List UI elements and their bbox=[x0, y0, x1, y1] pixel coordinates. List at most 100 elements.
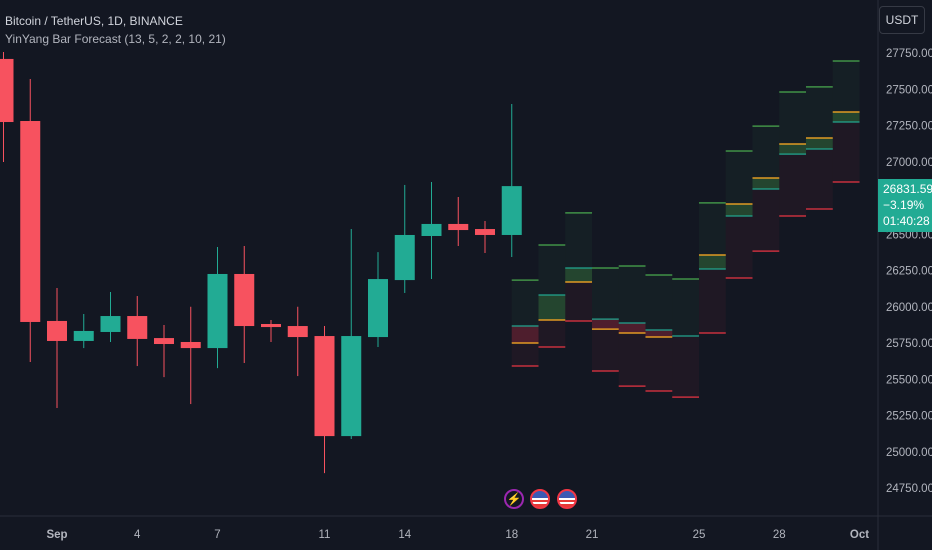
forecast-upper-range bbox=[645, 274, 673, 330]
forecast-bar bbox=[672, 278, 700, 398]
time-tick-label: 25 bbox=[693, 529, 706, 541]
forecast-bar bbox=[779, 91, 807, 217]
candle-body bbox=[448, 223, 469, 231]
forecast-bar bbox=[752, 125, 780, 252]
forecast-bar bbox=[832, 60, 860, 183]
forecast-bar bbox=[511, 279, 539, 367]
price-tick-label: 25250.00 bbox=[886, 411, 932, 423]
candle bbox=[448, 196, 469, 246]
price-tick-label: 25000.00 bbox=[886, 447, 932, 459]
plot-area[interactable] bbox=[0, 51, 860, 474]
symbol-title[interactable]: Bitcoin / TetherUS, 1D, BINANCE bbox=[5, 14, 183, 28]
forecast-upper-range bbox=[725, 151, 753, 204]
forecast-body bbox=[832, 112, 860, 123]
candle-body bbox=[207, 273, 228, 349]
candle-body bbox=[100, 316, 121, 332]
forecast-body bbox=[511, 326, 539, 343]
us-flag-icon[interactable] bbox=[530, 489, 550, 509]
time-tick-label: Sep bbox=[46, 529, 67, 541]
price-change: −3.19% bbox=[883, 198, 925, 212]
candle bbox=[475, 221, 495, 253]
candle bbox=[261, 319, 281, 342]
last-price: 26831.59 bbox=[883, 182, 932, 196]
candle-body bbox=[314, 336, 335, 437]
candle bbox=[0, 51, 14, 163]
price-tick-label: 26250.00 bbox=[886, 266, 932, 278]
lightning-icon[interactable]: ⚡ bbox=[504, 489, 524, 509]
price-tick-label: 26000.00 bbox=[886, 302, 932, 314]
forecast-upper-range bbox=[672, 279, 700, 337]
forecast-lower-range bbox=[511, 343, 539, 367]
forecast-bar bbox=[618, 265, 646, 387]
forecast-body bbox=[698, 254, 726, 270]
forecast-lower-range bbox=[805, 148, 833, 210]
last-price-tag: 26831.59 −3.19% 01:40:28 bbox=[878, 179, 932, 232]
forecast-lower-range bbox=[538, 319, 566, 348]
forecast-lower-range bbox=[779, 154, 807, 216]
forecast-lower-range bbox=[725, 215, 753, 279]
price-tick-label: 27500.00 bbox=[886, 84, 932, 96]
candle bbox=[421, 182, 442, 280]
indicator-title[interactable]: YinYang Bar Forecast (13, 5, 2, 2, 10, 2… bbox=[5, 32, 226, 46]
time-tick-label: 7 bbox=[214, 529, 220, 541]
candle-body bbox=[501, 186, 522, 235]
candle bbox=[341, 229, 362, 439]
forecast-upper-range bbox=[805, 86, 833, 138]
time-axis[interactable]: Sep 4 7 11 14 18 21 25 28 Oct bbox=[46, 529, 869, 541]
time-tick-label: 14 bbox=[398, 529, 411, 541]
forecast-upper-range bbox=[618, 266, 646, 323]
time-tick-label: 18 bbox=[505, 529, 518, 541]
candle bbox=[234, 245, 255, 364]
candle-body bbox=[475, 229, 495, 235]
forecast-body bbox=[538, 295, 566, 320]
forecast-body bbox=[752, 177, 780, 190]
forecast-upper-range bbox=[565, 212, 593, 269]
chart-legend: Bitcoin / TetherUS, 1D, BINANCE YinYang … bbox=[5, 12, 226, 48]
candle-body bbox=[180, 341, 201, 349]
price-tick-label: 24750.00 bbox=[886, 483, 932, 495]
forecast-lower-range bbox=[672, 336, 700, 398]
candle bbox=[127, 296, 148, 367]
candle bbox=[207, 247, 228, 369]
forecast-bar bbox=[698, 202, 726, 334]
candle-body bbox=[394, 234, 415, 281]
forecast-upper-range bbox=[698, 202, 726, 255]
price-tick-label: 25750.00 bbox=[886, 338, 932, 350]
candle-body bbox=[0, 58, 14, 123]
time-tick-label: 11 bbox=[319, 529, 331, 541]
candle bbox=[394, 184, 415, 293]
price-axis[interactable]: 27750.00 27500.00 27250.00 27000.00 26500.00… bbox=[886, 48, 932, 495]
forecast-lower-range bbox=[618, 332, 646, 387]
candle bbox=[154, 325, 174, 378]
forecast-body bbox=[565, 268, 593, 282]
forecast-upper-range bbox=[779, 92, 807, 145]
forecast-bar bbox=[538, 244, 566, 348]
price-tick-label: 25500.00 bbox=[886, 374, 932, 386]
candle bbox=[314, 326, 335, 474]
forecast-lower-range bbox=[645, 337, 673, 391]
forecast-lower-range bbox=[752, 189, 780, 252]
candle-body bbox=[73, 330, 94, 341]
candle-body bbox=[287, 326, 308, 338]
candle-body bbox=[421, 223, 442, 236]
forecast-upper-range bbox=[591, 268, 619, 320]
forecast-bar bbox=[645, 274, 673, 392]
candle bbox=[501, 104, 522, 258]
forecast-body bbox=[725, 203, 753, 216]
candle-body bbox=[47, 320, 67, 341]
candle bbox=[47, 288, 67, 408]
price-tick-label: 27000.00 bbox=[886, 157, 932, 169]
candle-body bbox=[127, 316, 148, 339]
forecast-body bbox=[805, 137, 833, 149]
forecast-body bbox=[618, 322, 646, 333]
us-flag-icon[interactable] bbox=[557, 489, 577, 509]
forecast-bar bbox=[565, 212, 593, 322]
candle bbox=[180, 306, 201, 405]
bar-countdown: 01:40:28 bbox=[883, 214, 930, 228]
forecast-bar bbox=[805, 86, 833, 210]
candle-body bbox=[20, 121, 41, 322]
forecast-upper-range bbox=[832, 60, 860, 113]
forecast-upper-range bbox=[752, 126, 780, 178]
currency-button[interactable]: USDT bbox=[879, 6, 925, 34]
